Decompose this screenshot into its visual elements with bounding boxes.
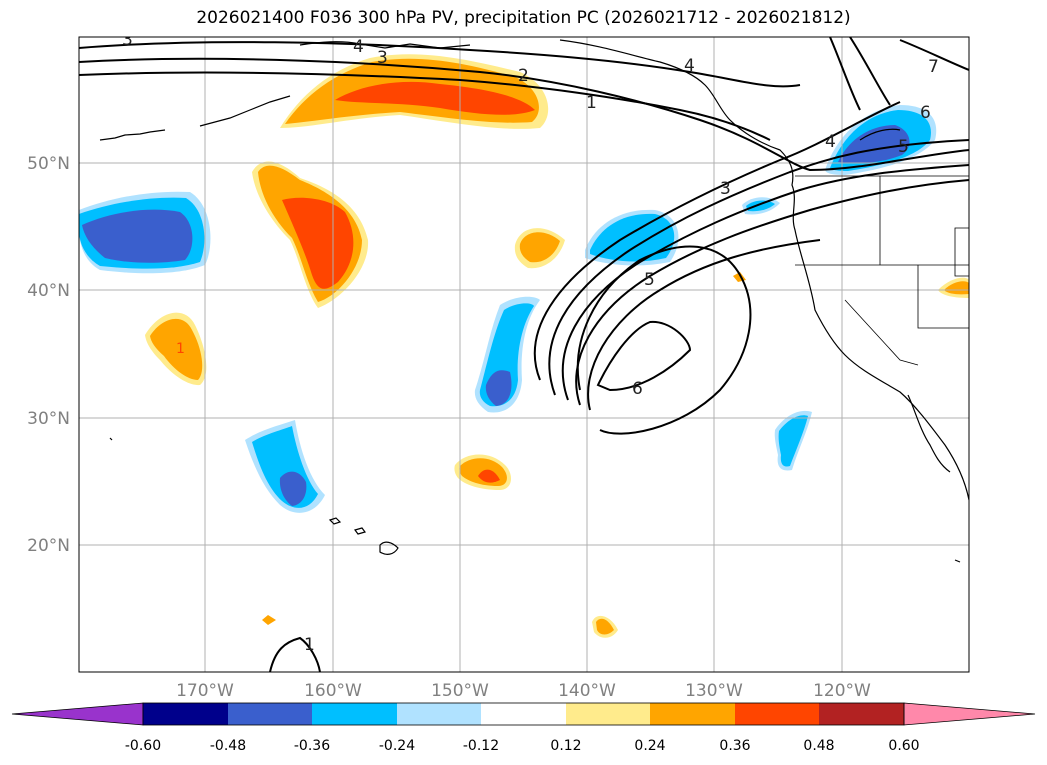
lat-label-20n: 20°N — [27, 536, 70, 556]
pv-label: 4 — [353, 37, 364, 57]
lon-label-160w: 160°W — [304, 681, 362, 701]
colorbar-segment — [312, 703, 397, 725]
colorbar-segment — [481, 703, 566, 725]
pv-label: 5 — [644, 270, 655, 290]
precip-negative-165w — [245, 420, 325, 513]
pv-label: 3 — [377, 48, 388, 68]
pv-contours — [79, 37, 969, 672]
colorbar-tick-label: -0.36 — [294, 738, 330, 754]
lon-labels: 170°W 160°W 150°W 140°W 130°W 120°W — [176, 681, 871, 701]
lat-label-30n: 30°N — [27, 409, 70, 429]
colorbar-segment — [650, 703, 735, 725]
pv-label: 4 — [684, 56, 695, 76]
pv-label: 1 — [304, 635, 315, 655]
colorbar-segment — [819, 703, 904, 725]
precip-negative-west — [79, 191, 211, 274]
colorbar-segment — [566, 703, 650, 725]
precip-positive-148w — [454, 454, 512, 490]
precip-cluster-label: 1 — [488, 470, 497, 486]
pv-label: 1 — [586, 93, 597, 113]
lon-label-130w: 130°W — [685, 681, 743, 701]
colorbar-tick-label: 0.48 — [803, 738, 834, 754]
lon-label-120w: 120°W — [813, 681, 871, 701]
pv-label: 6 — [920, 103, 931, 123]
pv-contour-labels: 1 2 3 4 5 6 7 3 4 5 6 4 3 1 1 1 — [122, 30, 939, 655]
colorbar-tick-label: 0.12 — [550, 738, 581, 754]
lat-labels: 50°N 40°N 30°N 20°N — [27, 154, 70, 556]
map-frame — [78, 36, 970, 673]
pv-label: 3 — [720, 179, 731, 199]
colorbar: -0.60 -0.48 -0.36 -0.24 -0.12 0.12 0.24 … — [11, 702, 1036, 754]
colorbar-tick-label: 0.24 — [634, 738, 665, 754]
precip-negative-146w — [474, 296, 540, 413]
precip-cluster-label: 1 — [176, 341, 185, 357]
colorbar-tick-label: -0.24 — [379, 738, 415, 754]
colorbar-tick-label: -0.48 — [210, 738, 246, 754]
precip-positive-160w — [252, 161, 369, 308]
lat-label-40n: 40°N — [27, 281, 70, 301]
precip-negative-136w — [585, 209, 679, 266]
map-title: 2026021400 F036 300 hPa PV, precipitatio… — [196, 8, 851, 28]
precip-negative-124w — [774, 410, 812, 471]
colorbar-outline — [142, 702, 905, 726]
pv-label: 3 — [122, 30, 133, 50]
colorbar-extend-max — [903, 702, 1036, 726]
pv-label: 7 — [928, 57, 939, 77]
precip-negative-125w-small — [742, 197, 780, 215]
pv-label: 6 — [632, 379, 643, 399]
colorbar-segment — [397, 703, 481, 725]
precip-positive-misc — [262, 272, 969, 638]
colorbar-segment — [228, 703, 312, 725]
precip-positive-145w — [514, 228, 565, 269]
pv-label: 5 — [898, 137, 909, 157]
lon-label-150w: 150°W — [431, 681, 489, 701]
pv-label: 4 — [825, 132, 836, 152]
colorbar-segment — [143, 703, 228, 725]
lon-label-140w: 140°W — [558, 681, 616, 701]
colorbar-tick-label: -0.12 — [463, 738, 499, 754]
pv-label: 2 — [518, 66, 529, 86]
borders — [795, 175, 969, 366]
graticule — [79, 37, 969, 672]
precip-positive-170w — [145, 312, 207, 386]
colorbar-tick-label: -0.60 — [125, 738, 161, 754]
colorbar-extend-min — [11, 702, 144, 726]
lat-label-50n: 50°N — [27, 154, 70, 174]
lon-label-170w: 170°W — [176, 681, 234, 701]
colorbar-tick-label: 0.36 — [719, 738, 750, 754]
colorbar-tick-label: 0.60 — [888, 738, 919, 754]
colorbar-segment — [735, 703, 819, 725]
